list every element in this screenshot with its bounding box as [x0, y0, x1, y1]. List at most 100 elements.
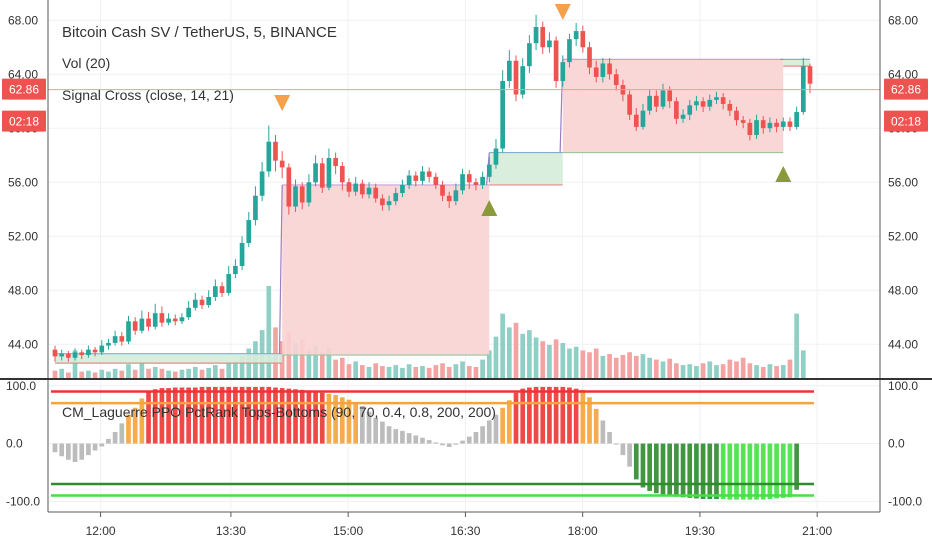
- oscillator-bar: [233, 386, 238, 444]
- candle-body: [680, 114, 686, 119]
- candle-body: [800, 66, 806, 113]
- volume-bar: [794, 313, 799, 378]
- candle-body: [333, 157, 338, 167]
- candle-body: [593, 67, 599, 77]
- last-price-value-left: 62.86: [9, 83, 39, 97]
- oscillator-bar: [112, 432, 118, 444]
- volume-bar: [380, 366, 385, 378]
- candle-body: [386, 201, 392, 206]
- candle-body: [72, 352, 78, 358]
- candle-body: [767, 122, 773, 129]
- candle-body: [66, 353, 71, 358]
- oscillator-bar: [740, 443, 746, 500]
- candle-body: [527, 43, 532, 67]
- candle-body: [740, 120, 746, 123]
- volume-bar: [112, 368, 118, 378]
- candle-body: [627, 94, 632, 115]
- candle-body: [186, 307, 191, 318]
- candle-body: [339, 166, 345, 183]
- oscillator-bar: [339, 397, 345, 444]
- candle-body: [299, 186, 305, 203]
- volume-bar: [213, 365, 218, 378]
- time-tick: 13:30: [216, 524, 246, 538]
- candles: [48, 4, 880, 362]
- oscillator-bar: [132, 407, 138, 444]
- oscillator-bar: [152, 389, 158, 444]
- oscillator-bar: [333, 395, 338, 444]
- oscillator-bar: [106, 438, 111, 444]
- oscillator-bar: [99, 443, 105, 447]
- oscillator-bar: [246, 386, 252, 444]
- volume-bar: [567, 348, 572, 378]
- oscillator-bar: [600, 420, 606, 444]
- candle-body: [380, 198, 385, 206]
- oscillator-bar: [393, 429, 399, 444]
- candle-body: [266, 141, 272, 172]
- volume-bar: [233, 361, 238, 378]
- candle-body: [720, 97, 726, 104]
- volume-bar: [72, 350, 78, 378]
- legend-vol[interactable]: Vol (20): [62, 55, 110, 71]
- candle-body: [106, 342, 111, 346]
- oscillator-bar: [567, 387, 572, 444]
- volume-bar: [79, 371, 85, 378]
- oscillator-bar: [413, 435, 419, 444]
- volume-bar: [166, 370, 171, 378]
- oscillator-bar: [239, 386, 245, 444]
- oscillator-bar: [466, 436, 472, 444]
- candle-body: [440, 184, 445, 196]
- candle-body: [560, 62, 566, 81]
- osc-tick-right: 0.0: [888, 437, 905, 451]
- volume-bar: [640, 354, 646, 378]
- candle-body: [426, 171, 432, 177]
- volume-bar: [92, 372, 98, 378]
- oscillator-bar: [433, 442, 439, 444]
- volume-bar: [360, 365, 365, 378]
- volume-bar: [727, 359, 733, 378]
- signal-zone: [55, 353, 283, 364]
- countdown-value-right: 02:18: [891, 115, 921, 129]
- volume-bar: [580, 350, 586, 378]
- volume-bar: [774, 366, 779, 378]
- candle-body: [780, 121, 786, 127]
- candle-body: [547, 40, 552, 48]
- volume-bar: [553, 339, 559, 378]
- volume-bar: [393, 365, 399, 378]
- candle-body: [633, 114, 639, 127]
- oscillator-bar: [774, 443, 779, 499]
- osc-tick-left: 100.0: [6, 379, 36, 393]
- candle-body: [413, 175, 419, 181]
- volume-bar: [179, 369, 185, 378]
- last-price-tag-right: [884, 78, 928, 100]
- price-tick-left: 56.00: [8, 175, 38, 189]
- volume-bar: [152, 366, 158, 378]
- candle-body: [360, 183, 365, 195]
- time-tick: 21:00: [802, 524, 832, 538]
- legend-signal-cross[interactable]: Signal Cross (close, 14, 21): [62, 87, 234, 103]
- signal-zone: [489, 152, 563, 185]
- oscillator-bar: [727, 443, 733, 500]
- volume-bar: [319, 352, 325, 378]
- volume-bar: [52, 370, 58, 378]
- oscillator-bar: [787, 443, 793, 498]
- volume-bar: [500, 313, 505, 378]
- candle-body: [132, 321, 138, 331]
- candle-body: [647, 95, 652, 111]
- volume-bar: [126, 364, 131, 378]
- oscillator-bar: [513, 392, 519, 444]
- candle-body: [126, 321, 131, 342]
- oscillator-bar: [259, 386, 265, 444]
- candle-body: [486, 164, 492, 177]
- candle-body: [600, 63, 606, 77]
- candle-body: [533, 27, 539, 44]
- volume-bar: [607, 354, 612, 378]
- candle-body: [172, 318, 178, 322]
- candle-body: [213, 286, 218, 297]
- oscillator-bar: [380, 421, 385, 444]
- volume-bar: [420, 366, 425, 378]
- volume-bar: [373, 363, 379, 378]
- volume-bar: [486, 350, 492, 378]
- legend-oscillator[interactable]: CM_Laguerre PPO PctRank Tops-Bottoms (90…: [62, 404, 496, 420]
- volume-bar: [86, 370, 91, 378]
